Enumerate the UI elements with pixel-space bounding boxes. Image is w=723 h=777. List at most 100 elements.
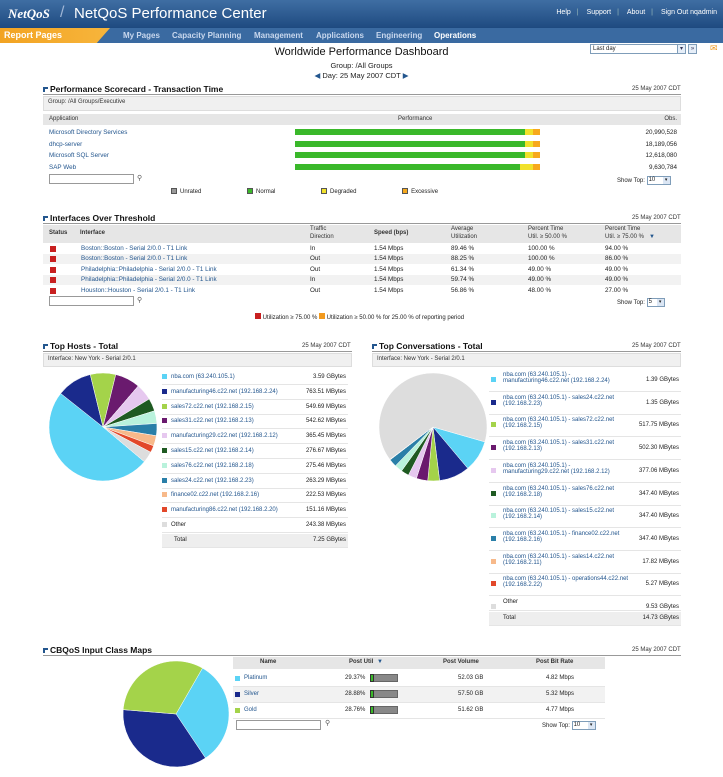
conversation-link[interactable]: nba.com (63.240.105.1) - sales31.c22.net (503, 440, 615, 447)
interface-link[interactable]: Boston::Boston - Serial 2/0.0 - T1 Link (81, 255, 188, 263)
conversation-link-2[interactable]: (192.168.2.16) (503, 536, 543, 543)
conversation-link-2[interactable]: (192.168.2.22) (503, 582, 543, 589)
host-color-swatch (162, 403, 167, 409)
about-link[interactable]: About (626, 9, 646, 16)
application-link[interactable]: Microsoft Directory Services (49, 129, 128, 136)
interfaces-search-input[interactable] (49, 296, 134, 306)
host-color-swatch (162, 522, 167, 527)
cbqos-class-link[interactable]: Gold (244, 707, 257, 713)
conversation-link-2[interactable]: (192.168.2.13) (503, 446, 543, 453)
conversation-link[interactable]: nba.com (63.240.105.1) - sales14.c22.net (503, 553, 615, 560)
host-link[interactable]: sales76.c22.net (192.168.2.18) (171, 462, 254, 469)
conversation-link[interactable]: nba.com (63.240.105.1) - sales76.c22.net (503, 485, 615, 492)
rss-icon[interactable]: ✉ (710, 43, 718, 53)
interfaces-show-top-select[interactable]: 5 ▾ (646, 298, 665, 307)
search-icon[interactable]: ⚲ (325, 720, 331, 727)
timeframe-go-icon[interactable]: » (688, 44, 697, 54)
conversation-link[interactable]: nba.com (63.240.105.1) - (503, 372, 571, 378)
application-link[interactable]: Microsoft SQL Server (49, 152, 109, 159)
host-link[interactable]: manufacturing46.c22.net (192.168.2.24) (171, 388, 278, 395)
host-link[interactable]: sales24.c22.net (192.168.2.23) (171, 477, 254, 484)
nav-engineering[interactable]: Engineering (376, 31, 423, 40)
total-label: Total (503, 614, 516, 621)
conversation-link[interactable]: nba.com (63.240.105.1) - sales15.c22.net (503, 508, 615, 515)
host-link[interactable]: manufacturing29.c22.net (192.168.2.12) (171, 433, 278, 440)
host-link[interactable]: sales15.c22.net (192.168.2.14) (171, 448, 254, 455)
degraded-bar (525, 140, 533, 147)
pct-time-75: 94.00 % (605, 245, 629, 252)
nav-applications[interactable]: Applications (316, 31, 365, 40)
conversation-link[interactable]: nba.com (63.240.105.1) - operations44.c2… (503, 576, 629, 583)
sign-out-link[interactable]: Sign Out nqadmin (660, 9, 717, 16)
sort-desc-icon[interactable]: ▼ (377, 659, 383, 665)
support-link[interactable]: Support (586, 9, 612, 16)
host-row: nba.com (63.240.105.1) 3.59 GBytes (162, 371, 348, 385)
sort-desc-icon[interactable]: ▼ (649, 234, 655, 240)
host-link[interactable]: finance02.c22.net (192.168.2.16) (171, 492, 260, 499)
host-link[interactable]: sales31.c22.net (192.168.2.13) (171, 418, 254, 425)
cbqos-title: CBQoS Input Class Maps (43, 645, 152, 655)
interface-row: Houston::Houston - Serial 2/0.1 - T1 Lin… (43, 286, 681, 296)
nav-my-pages[interactable]: My Pages (123, 31, 160, 40)
help-link[interactable]: Help (556, 9, 571, 16)
conversation-color-swatch (491, 490, 496, 496)
conversation-link[interactable]: nba.com (63.240.105.1) - (503, 462, 571, 469)
scorecard-search-input[interactable] (49, 174, 134, 184)
conversation-link-2[interactable]: manufacturing29.c22.net (192.168.2.12) (503, 468, 610, 475)
application-link[interactable]: SAP Web (49, 163, 77, 171)
conversation-row: nba.com (63.240.105.1) - sales15.c22.net… (489, 506, 681, 529)
host-value: 276.67 MBytes (305, 448, 346, 454)
conversation-value: 377.06 MBytes (638, 467, 679, 474)
interface-link[interactable]: Philadelphia::Philadelphia - Serial 2/0.… (81, 276, 217, 284)
interface-link[interactable]: Boston::Boston - Serial 2/0.0 - T1 Link (81, 245, 188, 252)
conversation-link[interactable]: nba.com (63.240.105.1) - sales24.c22.net (503, 394, 615, 401)
host-link[interactable]: nba.com (63.240.105.1) (171, 374, 235, 381)
host-row: sales15.c22.net (192.168.2.14) 276.67 MBy… (162, 445, 348, 459)
normal-bar (295, 163, 521, 170)
interface-link[interactable]: Houston::Houston - Serial 2/0.1 - T1 Lin… (81, 286, 195, 294)
prev-day-icon[interactable]: ◀ (314, 71, 321, 80)
conversation-link[interactable]: Other (503, 599, 519, 605)
nav-capacity-planning[interactable]: Capacity Planning (172, 31, 242, 40)
interface-link[interactable]: Philadelphia::Philadelphia - Serial 2/0.… (81, 265, 217, 273)
nav-management[interactable]: Management (254, 31, 303, 40)
degraded-bar (520, 163, 533, 170)
col-performance: Performance (398, 116, 433, 122)
timeframe-dropdown-icon[interactable]: ▾ (677, 44, 686, 54)
conversation-link-2[interactable]: (192.168.2.11) (503, 559, 542, 566)
cbqos-class-link[interactable]: Platinum (244, 675, 268, 681)
conversation-value: 347.40 MBytes (638, 535, 679, 542)
host-link[interactable]: manufacturing86.c22.net (192.168.2.20) (171, 507, 278, 514)
conversation-link-2[interactable]: (192.168.2.18) (503, 491, 543, 498)
conversation-link[interactable]: nba.com (63.240.105.1) - sales72.c22.net (503, 417, 615, 424)
application-link[interactable]: dhcp-server (49, 140, 83, 148)
cbqos-show-top-select[interactable]: 10 ▾ (571, 721, 596, 730)
conversation-color-swatch (491, 535, 496, 541)
pct-time-50: 100.00 % (528, 255, 555, 263)
speed: 1.54 Mbps (374, 276, 404, 284)
host-link[interactable]: Other (171, 522, 187, 529)
search-icon[interactable]: ⚲ (137, 297, 143, 304)
conversation-link[interactable]: nba.com (63.240.105.1) - finance02.c22.n… (503, 530, 620, 537)
conversation-link-2[interactable]: (192.168.2.15) (503, 423, 543, 430)
conversation-row: nba.com (63.240.105.1) - operations44.c2… (489, 574, 681, 597)
util-bar-fill (370, 674, 374, 682)
scorecard-show-top-select[interactable]: 10 ▾ (646, 176, 671, 185)
report-pages-button[interactable]: Report Pages (0, 28, 110, 43)
scorecard-row: Microsoft SQL Server 12,618,080 (43, 151, 681, 162)
conversation-color-swatch (491, 377, 496, 382)
pie-slice (122, 660, 203, 715)
host-link[interactable]: sales72.c22.net (192.168.2.15) (171, 403, 254, 410)
legend-red-swatch (255, 313, 261, 319)
next-day-icon[interactable]: ▶ (402, 71, 409, 80)
utilization: 61.34 % (451, 265, 475, 273)
cbqos-search-input[interactable] (236, 720, 321, 730)
search-icon[interactable]: ⚲ (137, 175, 143, 182)
scorecard-group: Group: /All Groups/Executive (43, 96, 681, 111)
cbqos-class-link[interactable]: Silver (244, 691, 260, 697)
normal-bar (295, 140, 526, 147)
conversation-link-2[interactable]: (192.168.2.14) (503, 514, 543, 521)
conversation-link-2[interactable]: (192.168.2.23) (503, 400, 543, 407)
nav-operations[interactable]: Operations (434, 31, 477, 40)
conversation-link-2[interactable]: manufacturing46.c22.net (192.168.2.24) (503, 378, 610, 384)
